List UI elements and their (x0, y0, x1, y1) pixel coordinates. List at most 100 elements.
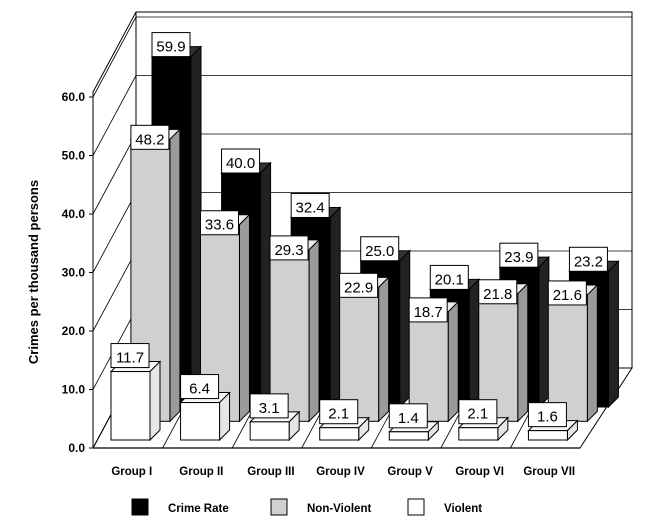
data-label-box (458, 399, 498, 425)
bar-front-face (249, 421, 290, 441)
data-label-box (319, 399, 359, 425)
data-label-text: 2.1 (467, 406, 488, 423)
data-label-text: 25.0 (365, 243, 394, 260)
bar-side-face (538, 255, 550, 409)
legend-item-crime-rate: Crime Rate (131, 498, 229, 516)
gridline-left-2 (92, 250, 137, 332)
bar-side-face (190, 45, 202, 409)
data-label-crime-rate-group-ii: 40.0 (221, 148, 261, 174)
data-label-non-violent-group-iii: 29.3 (269, 235, 309, 261)
data-label-box (180, 374, 220, 400)
data-label-violent-group-vii: 1.6 (527, 402, 567, 428)
bar-side-face (378, 276, 390, 423)
data-label-non-violent-group-vi: 21.8 (478, 279, 518, 305)
bar-non-violent-group-v (407, 300, 460, 423)
data-label-violent-group-iv: 2.1 (319, 399, 359, 425)
legend-label: Crime Rate (168, 503, 229, 515)
data-label-box (547, 280, 587, 306)
data-label-text: 32.4 (296, 199, 325, 216)
legend-item-non-violent: Non-Violent (270, 498, 371, 516)
x-category-label: Group II (179, 466, 223, 478)
data-label-box (388, 403, 428, 429)
bar-side-face (329, 206, 341, 409)
data-label-non-violent-group-v: 18.7 (408, 297, 448, 323)
data-label-non-violent-group-iv: 22.9 (339, 272, 379, 298)
gridline-left-3 (92, 192, 137, 273)
data-label-box (568, 246, 608, 272)
data-label-box (429, 264, 469, 290)
data-label-text: 59.9 (156, 39, 185, 56)
x-category-label: Group VII (523, 466, 575, 478)
data-label-box (110, 343, 150, 369)
x-category-label: Group V (387, 466, 433, 478)
bar-front-face (458, 427, 499, 441)
gridline-left-4 (92, 133, 137, 215)
y-tick-label: 10.0 (62, 383, 86, 397)
gridline-left-6 (92, 16, 137, 98)
chart-legend: Crime Rate Non-Violent Violent (131, 498, 482, 516)
y-tick-label: 40.0 (62, 207, 86, 221)
data-label-box (130, 124, 170, 150)
y-tick-label: 50.0 (62, 149, 86, 163)
data-label-box (360, 236, 400, 262)
data-label-text: 29.3 (274, 242, 303, 259)
data-label-non-violent-group-ii: 33.6 (199, 210, 239, 236)
data-label-text: 3.1 (259, 400, 280, 417)
data-label-text: 40.0 (226, 155, 255, 172)
bar-front-face (388, 431, 429, 441)
bar-side-face (260, 161, 272, 409)
legend-label: Violent (444, 503, 482, 515)
data-label-text: 18.7 (414, 304, 443, 321)
data-label-crime-rate-group-i: 59.9 (151, 32, 191, 58)
bar-side-face (517, 282, 529, 423)
data-label-text: 21.6 (553, 287, 582, 304)
data-label-box (221, 148, 261, 174)
y-axis-tick-labels: 0.0 10.0 20.0 30.0 40.0 50.0 60.0 (62, 90, 86, 455)
data-label-box (249, 393, 289, 419)
data-label-box (408, 297, 448, 323)
data-label-violent-group-i: 11.7 (110, 343, 150, 369)
x-category-label: Group IV (316, 466, 365, 478)
legend-swatch (131, 498, 149, 516)
data-label-box (199, 210, 239, 236)
data-label-text: 6.4 (189, 381, 210, 398)
data-label-crime-rate-group-iii: 32.4 (290, 192, 330, 218)
data-label-box (499, 242, 539, 268)
bar-front-face (180, 402, 221, 441)
y-tick-label: 20.0 (62, 324, 86, 338)
data-label-text: 20.1 (435, 271, 464, 288)
bar-side-face (169, 128, 181, 423)
data-label-box (478, 279, 518, 305)
data-label-violent-group-ii: 6.4 (180, 374, 220, 400)
legend-item-violent: Violent (407, 498, 482, 516)
data-label-box (151, 32, 191, 58)
y-tick-label: 0.0 (68, 441, 85, 455)
bar-non-violent-group-iv (338, 276, 390, 423)
legend-swatch (270, 498, 288, 516)
x-category-label: Group VI (455, 466, 504, 478)
bar-side-face (607, 260, 619, 409)
bar-front-face (339, 286, 380, 422)
data-label-text: 23.9 (504, 249, 533, 266)
data-label-text: 22.9 (344, 279, 373, 296)
bar-side-face (308, 238, 320, 423)
bar-front-face (319, 427, 360, 441)
data-label-text: 48.2 (135, 131, 164, 148)
data-label-violent-group-vi: 2.1 (458, 399, 498, 425)
data-label-text: 21.8 (483, 286, 512, 303)
bar-side-face (468, 278, 480, 409)
data-label-non-violent-group-i: 48.2 (130, 124, 170, 150)
legend-swatch (407, 498, 425, 516)
bar-violent-group-i (109, 360, 162, 442)
data-label-text: 23.2 (574, 253, 603, 270)
data-label-box (339, 272, 379, 298)
data-label-text: 33.6 (205, 217, 234, 234)
legend-label: Non-Violent (307, 503, 371, 515)
x-axis-category-labels: Group I Group II Group III Group IV Group V G… (111, 466, 575, 478)
bar-front-face (527, 430, 568, 441)
data-label-box (269, 235, 309, 261)
bar-violent-group-ii (179, 391, 231, 442)
bar-side-face (238, 213, 250, 423)
bar-front-face (408, 311, 449, 422)
